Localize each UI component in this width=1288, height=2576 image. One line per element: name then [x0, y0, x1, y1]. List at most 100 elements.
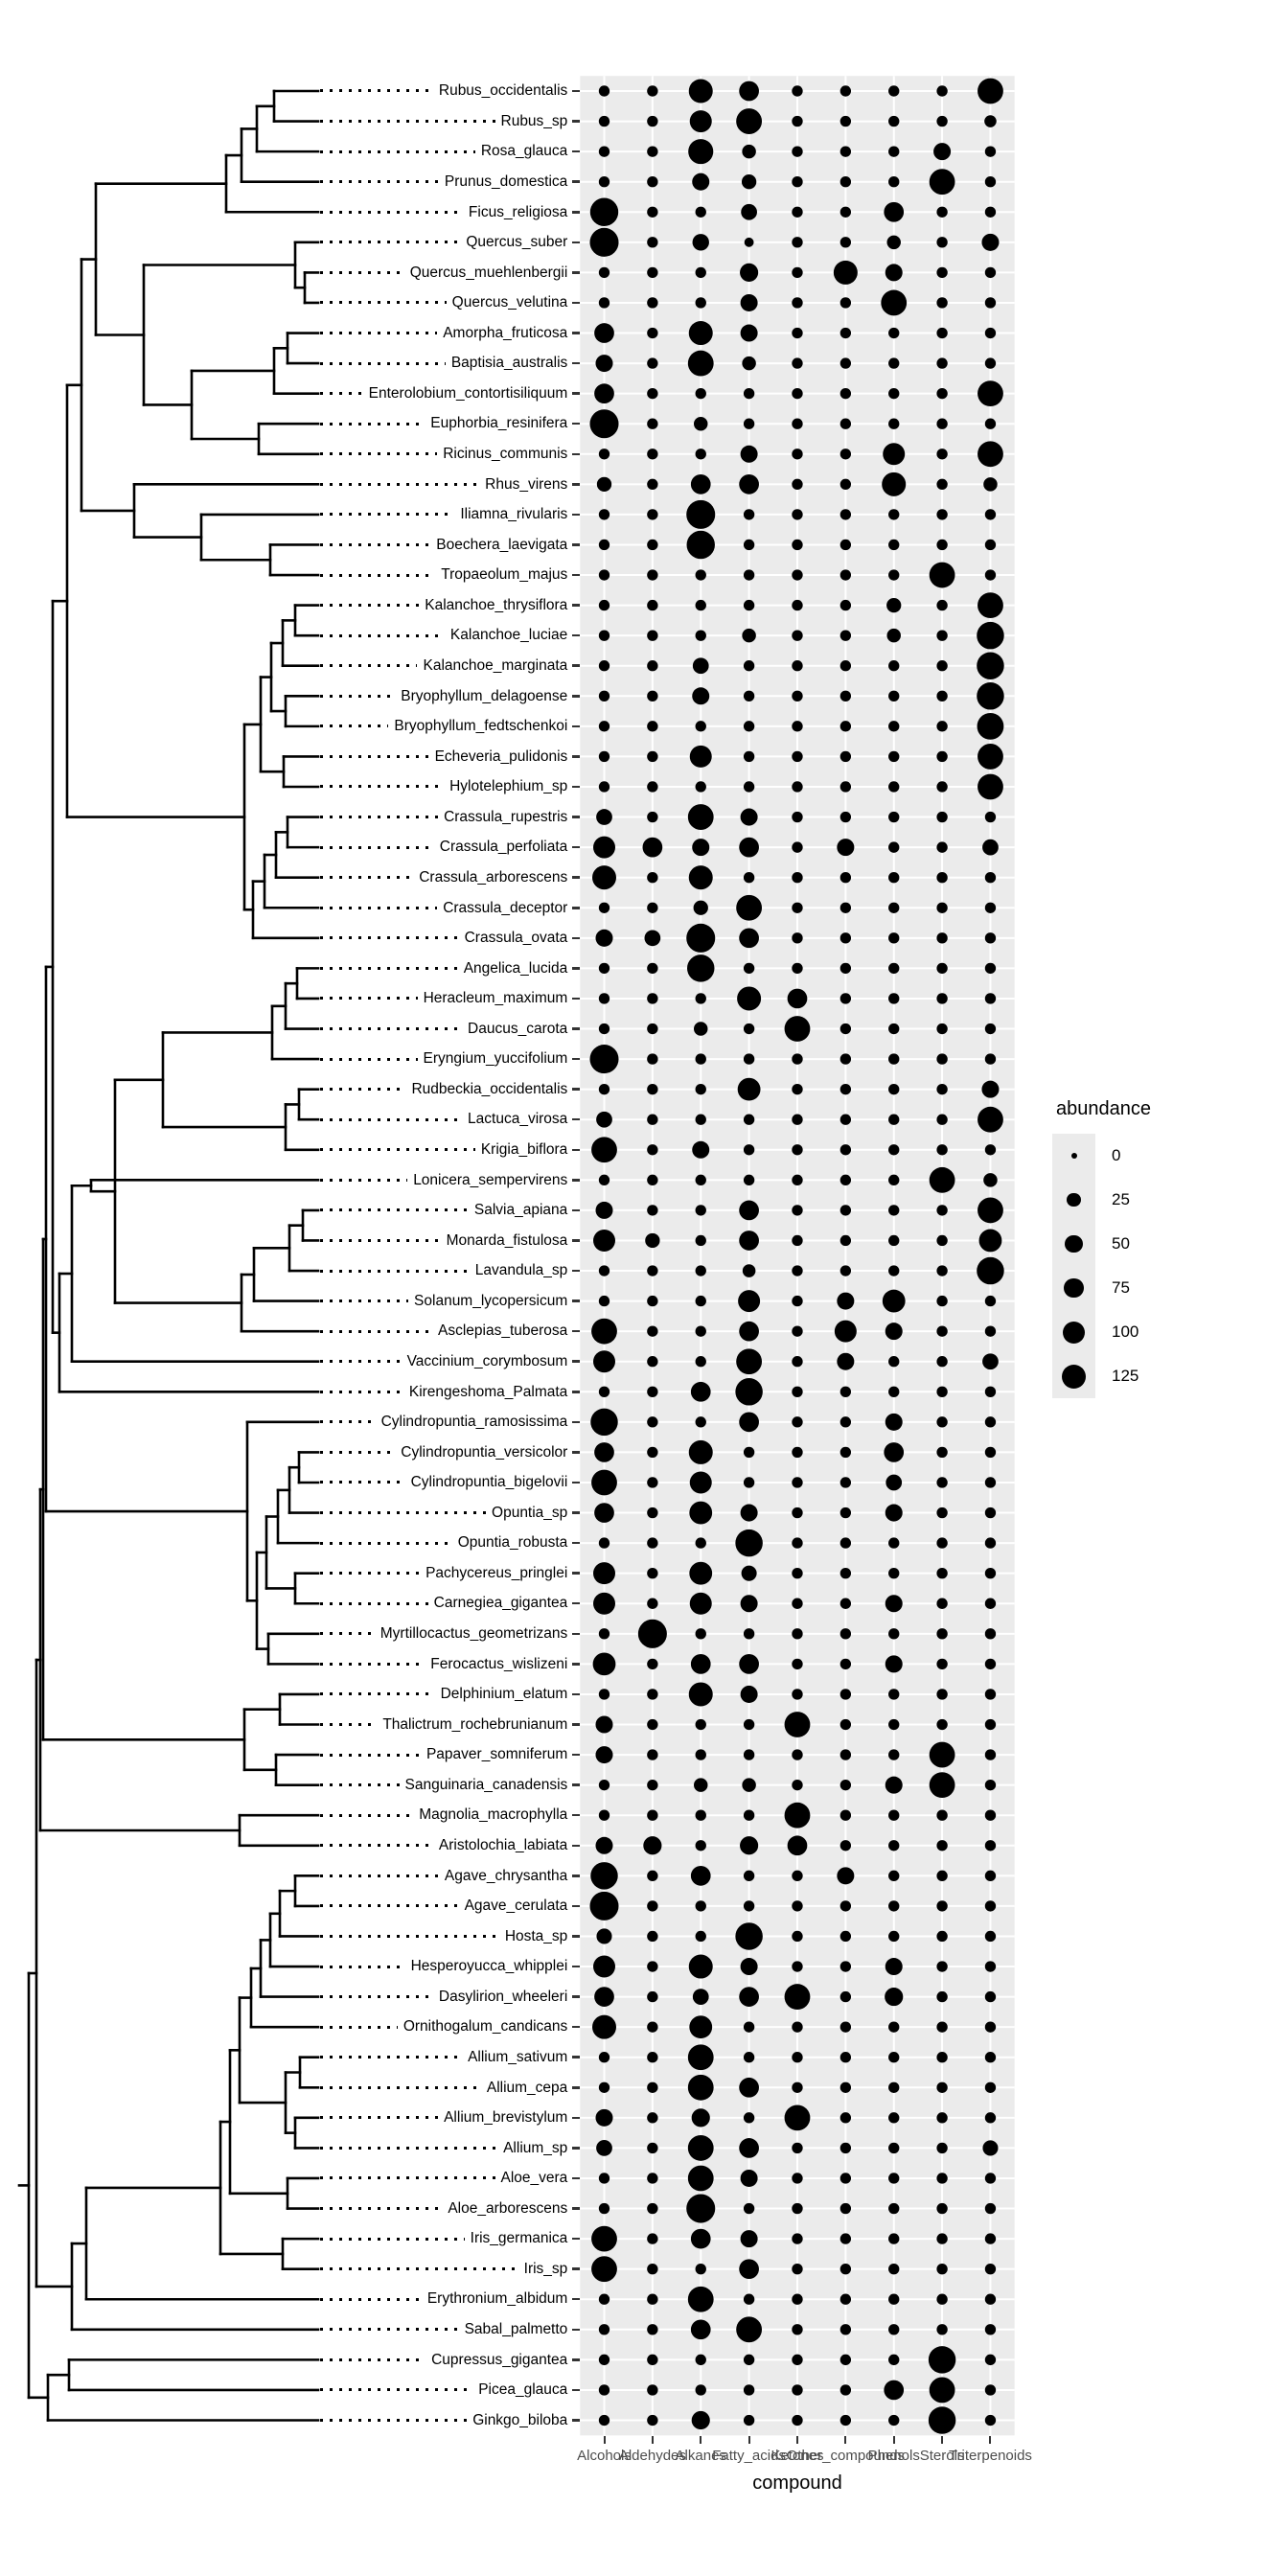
abundance-dot [840, 1416, 852, 1428]
abundance-dot [598, 630, 610, 641]
species-label: Opuntia_robusta [457, 1534, 568, 1552]
abundance-dot [936, 932, 948, 944]
abundance-dot [735, 1378, 763, 1406]
abundance-dot [888, 146, 900, 157]
abundance-dot [936, 357, 948, 369]
abundance-dot [936, 85, 948, 97]
abundance-dot [936, 115, 948, 127]
leaf-leader-line [320, 1753, 421, 1757]
y-tick [572, 1904, 581, 1908]
abundance-dot [687, 804, 714, 830]
abundance-dot [936, 2293, 948, 2305]
abundance-dot [591, 865, 617, 890]
abundance-dot [792, 1386, 803, 1397]
species-row: Heracleum_maximum [320, 983, 581, 1014]
abundance-dot [840, 1053, 852, 1065]
abundance-dot [936, 206, 948, 218]
abundance-dot [743, 387, 755, 400]
y-tick [572, 845, 581, 849]
abundance-dot [792, 2354, 803, 2366]
abundance-dot [647, 2293, 658, 2305]
abundance-dot [840, 630, 852, 641]
species-row: Rubus_occidentalis [320, 76, 581, 106]
leaf-leader-line [320, 2237, 465, 2241]
abundance-dot [978, 592, 1003, 619]
species-label: Ricinus_communis [443, 446, 568, 463]
abundance-dot [593, 1350, 615, 1373]
abundance-dot [742, 356, 756, 371]
abundance-dot [888, 1567, 900, 1579]
x-tick [748, 2436, 750, 2445]
species-row: Kirengeshoma_Palmata [320, 1377, 581, 1408]
compound-tick-label: Ketones [770, 2448, 824, 2465]
abundance-dot [689, 1501, 713, 1525]
leaf-leader-line [320, 1572, 421, 1576]
abundance-dot [792, 1174, 803, 1186]
leaf-leader-line [320, 513, 455, 517]
species-label: Iris_germanica [470, 2230, 568, 2247]
legend-dot [1065, 1234, 1083, 1253]
legend-entry: 50 [1052, 1222, 1263, 1266]
leaf-leader-line [320, 997, 418, 1000]
abundance-dot [743, 418, 755, 429]
abundance-dot [984, 418, 997, 429]
abundance-dot [647, 690, 658, 702]
abundance-dot [740, 263, 759, 282]
abundance-dot [936, 1537, 948, 1549]
y-tick [572, 452, 581, 456]
abundance-dot [743, 1144, 755, 1156]
abundance-dot [888, 2202, 900, 2215]
abundance-dot [647, 750, 658, 763]
abundance-dot [598, 85, 610, 97]
species-row: Allium_sp [320, 2133, 581, 2164]
leaf-leader-line [320, 422, 426, 426]
abundance-dot [936, 1628, 948, 1640]
abundance-dot [984, 2082, 997, 2093]
leaf-leader-line [320, 301, 447, 305]
y-tick [572, 2116, 581, 2120]
leaf-leader-line [320, 724, 389, 728]
species-label: Rubus_occidentalis [438, 82, 568, 100]
abundance-dot [929, 1772, 955, 1799]
y-tick [572, 1995, 581, 1998]
abundance-dot [840, 1477, 852, 1488]
abundance-dot [977, 1256, 1004, 1285]
abundance-dot [885, 1988, 904, 2007]
abundance-dot [888, 1083, 900, 1095]
abundance-dot [840, 1840, 852, 1852]
abundance-dot [642, 837, 663, 858]
leaf-leader-line [320, 2085, 481, 2089]
compound-tick-label: Phenols [867, 2448, 920, 2465]
leaf-leader-line [320, 2207, 443, 2211]
abundance-dot [743, 1900, 755, 1912]
abundance-dot [888, 2324, 900, 2335]
x-tick [892, 2436, 895, 2445]
abundance-dot [840, 387, 852, 400]
abundance-dot [888, 1537, 900, 1549]
abundance-dot [589, 1045, 619, 1074]
leaf-leader-line [320, 1300, 409, 1303]
abundance-dot [647, 1325, 658, 1337]
y-tick [572, 1572, 581, 1575]
abundance-dot [695, 1809, 706, 1821]
species-label: Euphorbia_resinifera [430, 415, 568, 432]
abundance-dot [840, 2112, 852, 2124]
species-label: Crassula_perfoliata [439, 839, 568, 856]
legend-dot [1067, 1192, 1081, 1208]
abundance-dot [695, 1174, 706, 1186]
abundance-dot [598, 1689, 610, 1700]
species-label: Sanguinaria_canadensis [404, 1776, 568, 1793]
abundance-dot [692, 172, 710, 191]
abundance-dot [647, 1567, 658, 1579]
abundance-dot [888, 1809, 900, 1821]
abundance-dot [888, 902, 900, 913]
abundance-dot [884, 201, 905, 222]
abundance-dot [740, 1836, 759, 1855]
abundance-dot [792, 2293, 803, 2305]
abundance-dot [792, 176, 803, 188]
abundance-dot [840, 2082, 852, 2093]
abundance-dot [743, 2354, 755, 2366]
abundance-dot [647, 660, 658, 672]
abundance-dot [792, 1295, 803, 1307]
abundance-dot [984, 1598, 997, 1609]
